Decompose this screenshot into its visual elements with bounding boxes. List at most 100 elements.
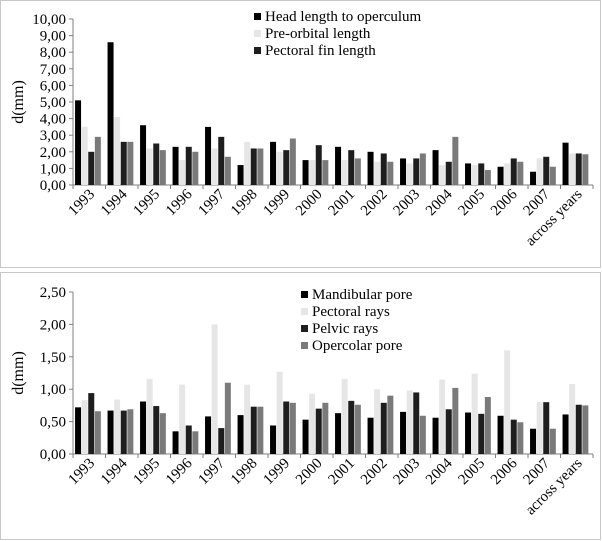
legend-label: Pectoral rays — [312, 304, 390, 320]
bar-pre-orbital-length — [406, 163, 413, 185]
y-tick-label: 10,00 — [32, 12, 66, 28]
y-tick-label: 2,00 — [40, 317, 66, 333]
bar-pectoral-fin-length — [575, 153, 582, 185]
chart-panel-bottom: 0,00 0,50 1,00 1,50 2,00 2,50 d(mm) 1993 1994 199… — [0, 272, 601, 540]
legend-label: Mandibular pore — [312, 287, 413, 303]
bar-pre-orbital-length — [146, 148, 153, 185]
bar-pectoral-fin-length — [218, 136, 225, 185]
y-tick-label: 0,00 — [40, 447, 66, 463]
bar-head-length-to-operculum — [140, 125, 147, 185]
x-tick-label: 2002 — [358, 187, 391, 220]
bar-opercolar-pore — [192, 431, 199, 454]
bar-pre-orbital-length — [374, 161, 381, 185]
x-tick-label: 1996 — [163, 186, 196, 219]
legend-label: Opercolar pore — [312, 338, 403, 354]
bar-opercolar-pore — [159, 413, 166, 454]
x-tick-label: 2004 — [423, 455, 456, 488]
bar-pectoral-fin-length — [88, 151, 95, 185]
bar-head-length-to-operculum — [367, 151, 374, 185]
bar-pre-orbital-length — [211, 148, 218, 185]
legend-label: Pelvic rays — [312, 321, 378, 337]
x-tick-label: 1996 — [163, 455, 196, 488]
legend-label: Pectoral fin length — [265, 43, 376, 59]
bar-mandibular-pore — [205, 416, 212, 454]
bar-pre-orbital-length — [504, 163, 511, 185]
legend-swatch — [254, 13, 261, 20]
bar-head-length-to-operculum — [400, 158, 407, 185]
bar-opercolar-pore — [354, 404, 361, 454]
x-tick-label: 2001 — [326, 187, 359, 220]
legend-swatch — [301, 342, 308, 349]
bar-head-length-to-operculum — [302, 160, 309, 185]
bar-mandibular-pore — [302, 419, 309, 454]
x-tick-label: 1997 — [196, 455, 229, 488]
bar-pectoral-rays — [374, 389, 381, 454]
bar-opercolar-pore — [289, 402, 296, 454]
bar-pectoral-fin-length — [413, 158, 420, 185]
bar-mandibular-pore — [172, 431, 179, 454]
bar-pelvic-rays — [250, 406, 257, 454]
bar-pelvic-rays — [543, 402, 550, 454]
bar-pectoral-rays — [244, 384, 251, 454]
bar-pelvic-rays — [315, 408, 322, 454]
bar-head-length-to-operculum — [205, 126, 212, 185]
chart-top: 0,001,002,003,004,005,006,007,008,009,00… — [10, 9, 594, 249]
bar-opercolar-pore — [322, 402, 329, 454]
bar-series-4 — [517, 161, 524, 185]
bar-series-4 — [94, 136, 101, 185]
bar-mandibular-pore — [75, 407, 82, 454]
bar-pectoral-rays — [536, 402, 543, 454]
bar-pectoral-fin-length — [185, 146, 192, 185]
x-tick-label: 2000 — [293, 187, 326, 220]
legend-label: Pre-orbital length — [265, 26, 371, 42]
bar-pre-orbital-length — [569, 153, 576, 185]
bar-pelvic-rays — [510, 419, 517, 454]
y-tick-label: 4,00 — [40, 112, 66, 128]
bar-head-length-to-operculum — [107, 42, 114, 185]
bar-pre-orbital-length — [471, 165, 478, 185]
legend-swatch — [254, 47, 261, 54]
x-tick-label: 1994 — [98, 455, 131, 488]
bar-pelvic-rays — [283, 401, 290, 454]
bar-pectoral-rays — [276, 371, 283, 454]
x-tick-label: 2005 — [456, 456, 489, 489]
bar-mandibular-pore — [530, 428, 537, 454]
bar-pectoral-rays — [179, 384, 186, 454]
x-tick-label: 1995 — [131, 187, 164, 220]
y-tick-label: 1,50 — [40, 350, 66, 366]
bar-series-4 — [257, 148, 264, 185]
x-tick-label: 1999 — [261, 456, 294, 489]
y-tick-label: 2,00 — [40, 145, 66, 161]
x-tick-label: 1999 — [261, 187, 294, 220]
legend-swatch — [301, 325, 308, 332]
bar-pectoral-rays — [114, 399, 121, 454]
bar-pectoral-fin-length — [283, 150, 290, 185]
bar-head-length-to-operculum — [335, 146, 342, 185]
y-tick-label: 3,00 — [40, 128, 66, 144]
bar-mandibular-pore — [107, 410, 114, 454]
bar-pelvic-rays — [478, 413, 485, 454]
y-tick-label: 7,00 — [40, 62, 66, 78]
bar-mandibular-pore — [400, 411, 407, 454]
bar-head-length-to-operculum — [530, 171, 537, 185]
x-tick-label: 1993 — [66, 456, 99, 489]
bar-pectoral-rays — [471, 373, 478, 454]
legend-swatch — [301, 291, 308, 298]
bar-pre-orbital-length — [81, 126, 88, 185]
bar-head-length-to-operculum — [497, 166, 504, 185]
bar-series-4 — [192, 151, 199, 185]
x-tick-label: 2005 — [456, 187, 489, 220]
bar-series-4 — [419, 153, 426, 185]
y-tick-label: 1,00 — [40, 161, 66, 177]
bar-pectoral-rays — [211, 324, 218, 454]
bar-mandibular-pore — [562, 414, 569, 454]
bar-opercolar-pore — [582, 405, 589, 454]
legend-swatch — [254, 30, 261, 37]
bar-pelvic-rays — [348, 400, 355, 454]
bar-opercolar-pore — [94, 411, 101, 454]
x-tick-label: 1994 — [98, 186, 131, 219]
bar-series-4 — [484, 170, 491, 185]
bar-pectoral-fin-length — [250, 148, 257, 185]
bar-pelvic-rays — [413, 392, 420, 454]
bar-pelvic-rays — [380, 402, 387, 454]
